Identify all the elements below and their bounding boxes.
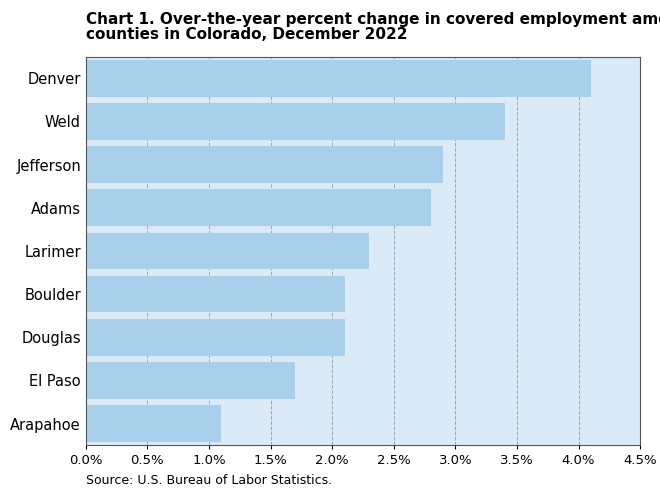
Bar <box>86 276 345 312</box>
Bar <box>86 319 345 356</box>
Bar <box>86 189 431 226</box>
Bar <box>86 146 443 183</box>
Text: Chart 1. Over-the-year percent change in covered employment among the largest: Chart 1. Over-the-year percent change in… <box>86 12 660 27</box>
Text: counties in Colorado, December 2022: counties in Colorado, December 2022 <box>86 27 407 42</box>
Bar <box>86 103 505 140</box>
Text: Source: U.S. Bureau of Labor Statistics.: Source: U.S. Bureau of Labor Statistics. <box>86 474 332 487</box>
Bar <box>86 362 295 399</box>
Bar <box>86 60 591 96</box>
Bar <box>86 233 369 269</box>
Bar <box>86 405 221 442</box>
